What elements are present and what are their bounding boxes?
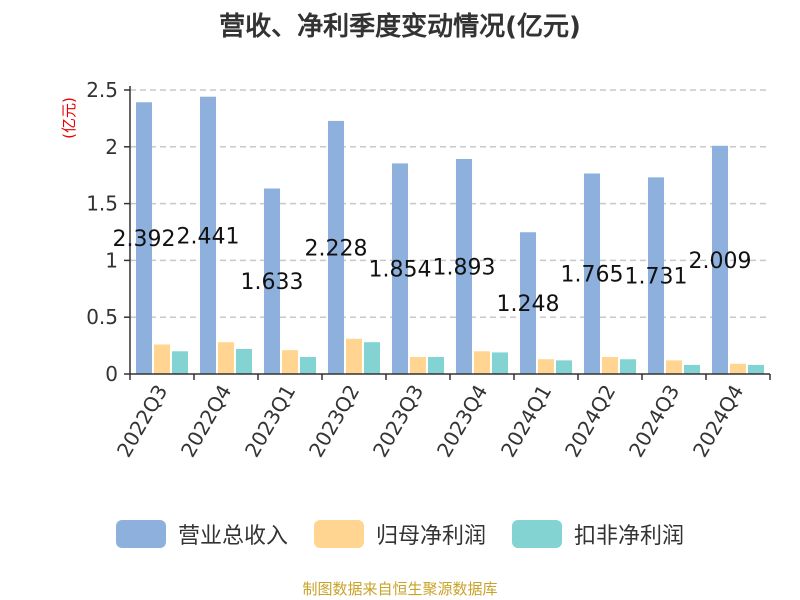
- bar-revenue: [648, 177, 664, 374]
- bar-deducted-profit: [236, 349, 252, 374]
- bar-deducted-profit: [364, 342, 380, 374]
- y-tick-label: 0.5: [86, 305, 118, 329]
- bar-net-profit: [730, 363, 746, 374]
- x-tick-label: 2023Q1: [240, 381, 300, 462]
- bar-deducted-profit: [556, 360, 572, 374]
- data-label-revenue: 2.441: [177, 224, 240, 249]
- y-tick-label: 0: [105, 362, 118, 386]
- y-axis-label: (亿元): [60, 97, 78, 139]
- bar-revenue: [136, 102, 152, 374]
- bar-net-profit: [218, 342, 234, 374]
- x-tick-label: 2022Q3: [112, 381, 172, 462]
- data-label-revenue: 1.731: [625, 265, 688, 290]
- bar-revenue: [520, 232, 536, 374]
- data-label-revenue: 1.893: [433, 255, 496, 280]
- bar-deducted-profit: [684, 364, 700, 374]
- x-tick-label: 2023Q4: [432, 381, 492, 462]
- y-tick-label: 1: [105, 248, 118, 272]
- data-label-revenue: 1.765: [561, 263, 624, 288]
- y-tick-label: 2: [105, 135, 118, 159]
- data-label-revenue: 1.854: [369, 258, 432, 283]
- bar-revenue: [200, 96, 216, 375]
- legend-label-deducted-profit: 扣非净利润: [574, 524, 685, 549]
- bar-net-profit: [602, 356, 618, 374]
- bar-net-profit: [346, 338, 362, 374]
- bar-revenue: [712, 145, 728, 374]
- data-label-revenue: 1.633: [241, 270, 304, 295]
- x-tick-label: 2024Q3: [624, 381, 684, 462]
- x-tick-label: 2024Q1: [496, 381, 556, 462]
- data-label-revenue: 2.009: [689, 249, 752, 274]
- legend-item-revenue[interactable]: 营业总收入: [115, 518, 288, 550]
- bar-net-profit: [282, 350, 298, 374]
- bar-deducted-profit: [300, 356, 316, 374]
- bar-deducted-profit: [620, 359, 636, 374]
- bar-deducted-profit: [748, 364, 764, 374]
- data-label-revenue: 2.228: [305, 236, 368, 261]
- bars: [136, 96, 764, 375]
- legend-label-revenue: 营业总收入: [177, 524, 288, 549]
- legend-swatch-net-profit: [313, 520, 364, 548]
- y-tick-label: 1.5: [86, 192, 118, 216]
- bar-net-profit: [666, 360, 682, 374]
- bar-revenue: [392, 163, 408, 374]
- legend-item-deducted-profit[interactable]: 扣非净利润: [512, 518, 684, 550]
- x-tick-label: 2024Q4: [688, 381, 748, 462]
- bar-revenue: [584, 173, 600, 374]
- data-label-revenue: 1.248: [497, 292, 560, 317]
- bar-revenue: [264, 188, 280, 374]
- legend-label-net-profit: 归母净利润: [375, 524, 486, 549]
- x-tick-label: 2023Q3: [368, 381, 428, 462]
- bar-net-profit: [538, 359, 554, 374]
- legend-swatch-revenue: [115, 520, 166, 548]
- y-tick-label: 2.5: [86, 78, 118, 102]
- bar-deducted-profit: [492, 352, 508, 374]
- bar-revenue: [456, 158, 472, 374]
- bar-deducted-profit: [428, 356, 444, 374]
- bar-deducted-profit: [172, 351, 188, 374]
- bar-net-profit: [154, 344, 170, 374]
- legend-swatch-deducted-profit: [512, 520, 562, 548]
- bar-net-profit: [474, 351, 490, 374]
- legend: 营业总收入 归母净利润 扣非净利润: [0, 518, 800, 550]
- source-note: 制图数据来自恒生聚源数据库: [302, 580, 498, 598]
- bar-net-profit: [410, 356, 426, 374]
- x-tick-label: 2022Q4: [176, 381, 236, 462]
- data-label-revenue: 2.392: [113, 227, 176, 252]
- bar-revenue: [328, 120, 344, 374]
- x-tick-label: 2023Q2: [304, 381, 364, 462]
- chart-title: 营收、净利季度变动情况(亿元): [219, 12, 581, 42]
- x-tick-label: 2024Q2: [560, 381, 620, 462]
- legend-item-net-profit[interactable]: 归母净利润: [313, 518, 486, 550]
